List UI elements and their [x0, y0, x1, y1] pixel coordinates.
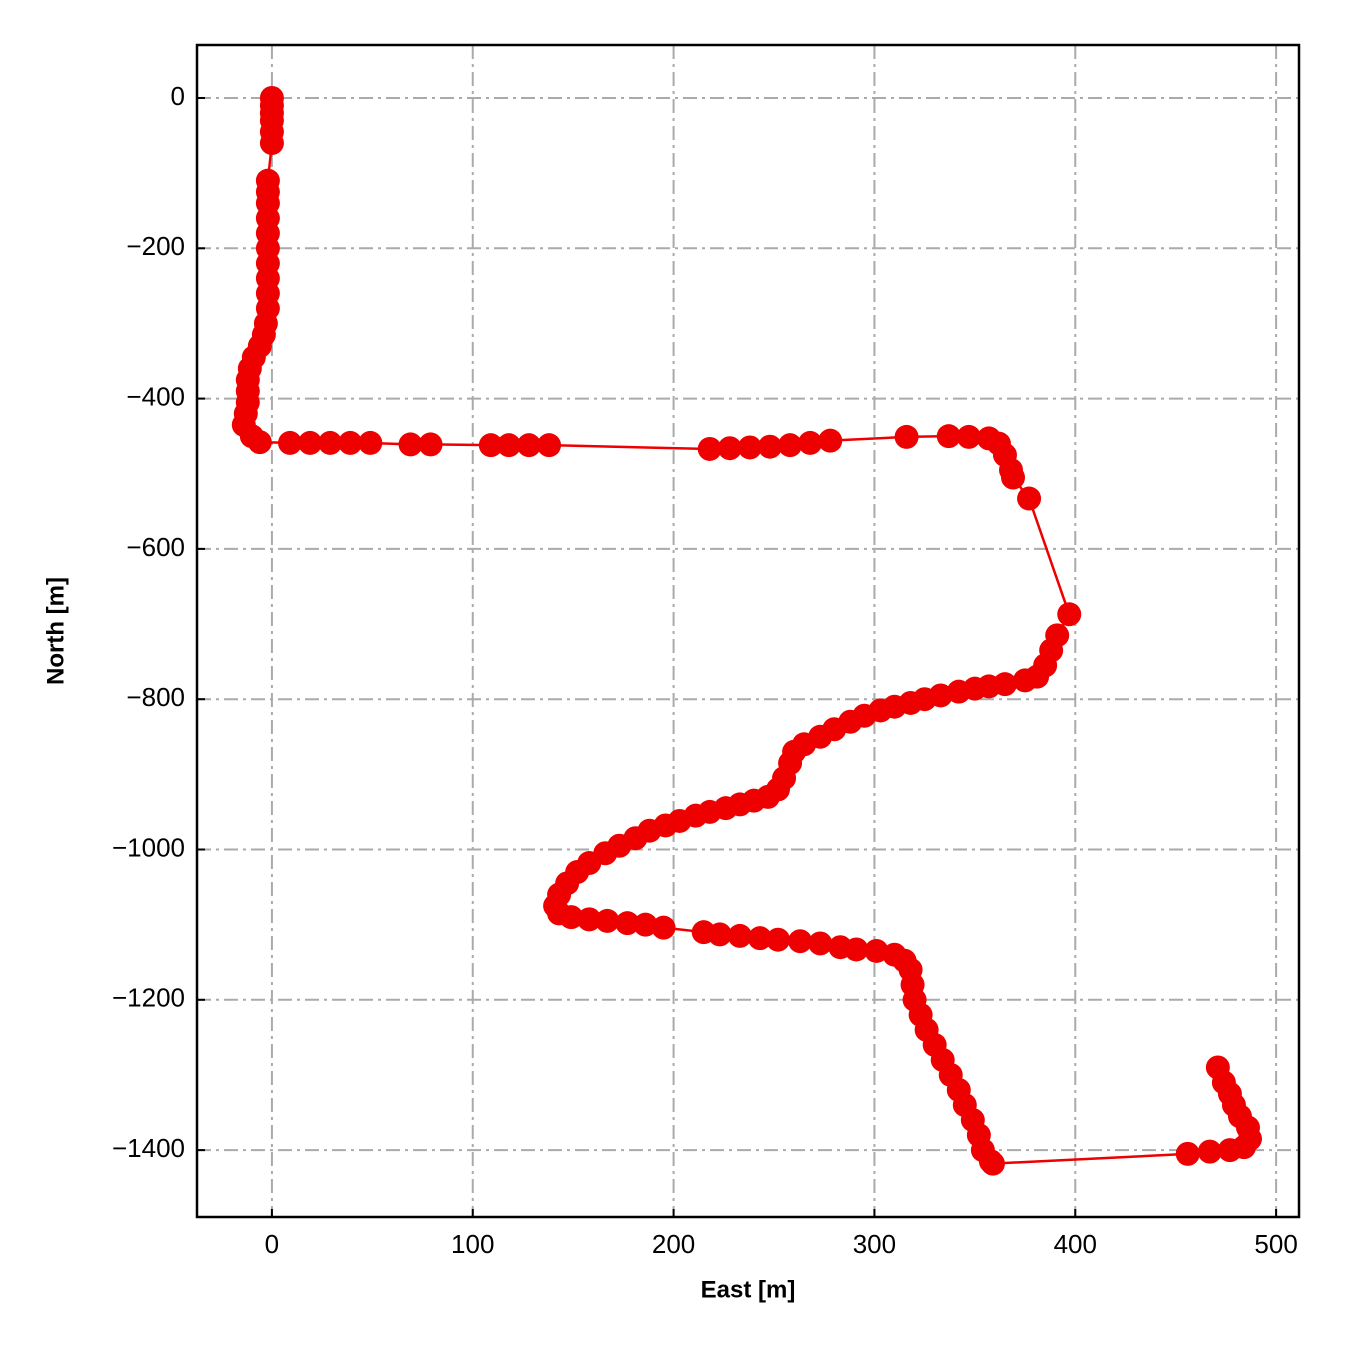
marker	[956, 424, 981, 449]
marker	[595, 908, 620, 933]
marker	[418, 432, 443, 457]
marker	[808, 931, 833, 956]
marker	[516, 433, 541, 458]
x-axis-title: East [m]	[701, 1276, 796, 1303]
marker	[537, 433, 562, 458]
marker	[338, 430, 363, 455]
marker	[946, 679, 971, 704]
marker	[766, 927, 791, 952]
y-tick-label: −400	[126, 381, 185, 411]
x-tick-label: 300	[853, 1229, 896, 1259]
marker	[651, 915, 676, 940]
marker	[864, 938, 889, 963]
marker	[707, 922, 732, 947]
marker	[697, 436, 722, 461]
series-line	[242, 97, 1252, 1165]
y-tick-label: −200	[126, 231, 185, 261]
x-tick-label: 0	[265, 1229, 279, 1259]
y-tick-label: 0	[171, 81, 185, 111]
marker	[980, 1151, 1005, 1176]
y-tick-label: −1000	[112, 832, 185, 862]
marker	[798, 430, 823, 455]
marker	[1013, 668, 1038, 693]
marker	[717, 436, 742, 461]
marker	[1197, 1139, 1222, 1164]
x-tick-label: 500	[1254, 1229, 1297, 1259]
y-tick-label: −600	[126, 532, 185, 562]
marker	[615, 911, 640, 936]
marker	[398, 432, 423, 457]
y-tick-label: −1200	[112, 983, 185, 1013]
marker	[277, 430, 302, 455]
marker	[1017, 486, 1042, 511]
y-tick-label: −1400	[112, 1133, 185, 1163]
y-axis-title: North [m]	[42, 577, 69, 685]
marker	[1205, 1055, 1230, 1080]
marker	[1057, 602, 1082, 627]
marker	[788, 929, 813, 954]
marker	[496, 433, 521, 458]
marker	[727, 923, 752, 948]
marker	[633, 912, 658, 937]
marker	[778, 433, 803, 458]
x-tick-label: 100	[451, 1229, 494, 1259]
marker	[737, 435, 762, 460]
marker	[936, 424, 961, 449]
marker	[247, 430, 272, 455]
marker	[478, 433, 503, 458]
marker	[757, 434, 782, 459]
marker	[894, 424, 919, 449]
marker	[1175, 1141, 1200, 1166]
marker	[1001, 465, 1026, 490]
marker	[559, 905, 584, 930]
marker	[844, 937, 869, 962]
marker	[818, 428, 843, 453]
x-tick-label: 200	[652, 1229, 695, 1259]
plot-frame	[195, 43, 1301, 1219]
marker	[318, 430, 343, 455]
marker	[259, 131, 284, 156]
marker	[358, 430, 383, 455]
marker	[577, 907, 602, 932]
marker	[747, 926, 772, 951]
x-tick-label: 400	[1054, 1229, 1097, 1259]
y-tick-label: −800	[126, 682, 185, 712]
marker	[298, 430, 323, 455]
